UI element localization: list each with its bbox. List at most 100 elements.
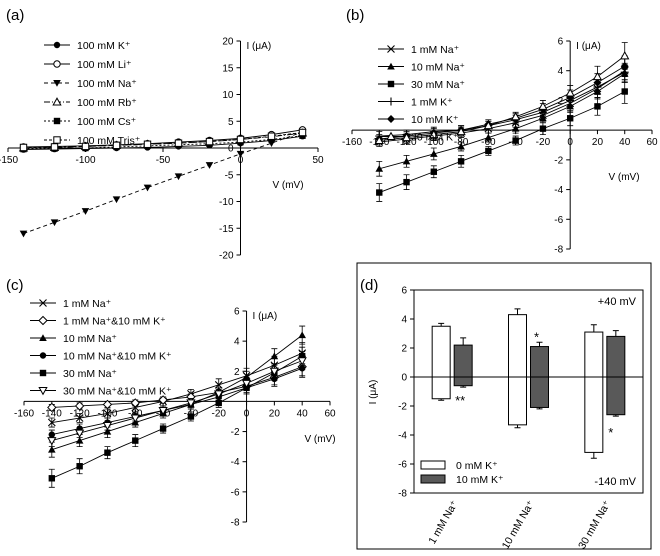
- data-point: [112, 196, 121, 204]
- x-axis-title: V (mV): [608, 172, 639, 183]
- y-tick-label: 6: [234, 307, 240, 318]
- data-point: [565, 88, 575, 97]
- legend-marker: [387, 115, 395, 123]
- data-point: [50, 219, 59, 227]
- data-point: [401, 132, 412, 142]
- x-tick-label: 50: [312, 155, 324, 166]
- data-point: [76, 463, 83, 470]
- series-line: [51, 366, 303, 408]
- error-bar: [514, 424, 521, 429]
- error-bar: [438, 322, 445, 327]
- error-bar: [536, 407, 543, 410]
- x-tick-label: 40: [619, 137, 631, 148]
- legend-entry: 100 mM Rb⁺: [44, 97, 137, 109]
- x-tick-label: -140: [42, 408, 62, 419]
- legend-marker: [387, 97, 395, 106]
- series-line: [51, 352, 303, 423]
- x-tick-label: 0: [567, 137, 573, 148]
- data-point: [592, 71, 603, 81]
- legend-label: 100 mM Li⁺: [77, 59, 132, 71]
- legend-label: 1 mM K⁺: [411, 97, 453, 109]
- legend-label: 10 mM Na⁺&10 mM K⁺: [63, 351, 172, 363]
- legend-marker: [38, 387, 48, 396]
- y-tick-label: -10: [219, 197, 234, 208]
- data-point: [104, 449, 111, 456]
- y-tick-label: -4: [231, 457, 240, 468]
- series-line: [51, 367, 303, 436]
- bar-positive: [606, 335, 626, 378]
- series-3: [376, 79, 628, 202]
- y-tick-label: -2: [398, 402, 407, 413]
- series-line: [23, 131, 303, 235]
- panel-b-iv-plot: -160-140-120-100-80-60-40-200204060-8-6-…: [342, 37, 658, 256]
- legend-label: 30 mM K⁺: [411, 132, 459, 144]
- y-tick-label: -6: [398, 460, 407, 471]
- error-bar: [438, 398, 445, 401]
- data-point: [74, 401, 85, 411]
- series-line: [51, 355, 303, 479]
- x-tick-label: 0: [244, 408, 250, 419]
- series-line: [379, 71, 625, 137]
- data-point: [75, 414, 84, 422]
- y-tick-label: -20: [219, 251, 234, 262]
- data-point: [621, 88, 628, 95]
- x-tick-label: -160: [14, 408, 34, 419]
- x-tick-label: 40: [297, 408, 309, 419]
- series-line: [23, 135, 303, 151]
- legend-marker: [387, 45, 395, 53]
- data-point: [143, 184, 152, 192]
- significance-mark: **: [455, 393, 465, 408]
- series-line: [379, 70, 625, 143]
- series-line: [51, 360, 303, 442]
- data-point: [241, 379, 252, 389]
- legend-label: 100 mM K⁺: [77, 40, 131, 52]
- y-tick-label: 2: [401, 344, 407, 355]
- legend-entry: 10 mM Na⁺: [378, 62, 465, 74]
- legend-entry: 1 mM K⁺: [378, 97, 453, 109]
- category-label: 10 mM Na⁺: [500, 498, 538, 551]
- x-tick-label: 60: [646, 137, 658, 148]
- panel-d-border: [356, 262, 652, 550]
- category-label: 1 mM Na⁺: [426, 498, 461, 546]
- x-tick-label: 20: [269, 408, 281, 419]
- series-line: [379, 91, 625, 193]
- category-label: 30 mM Na⁺: [576, 498, 614, 551]
- y-tick-label: -8: [398, 489, 407, 500]
- bar-negative: [530, 376, 549, 408]
- data-point: [47, 418, 56, 427]
- data-point: [620, 51, 630, 60]
- legend-label: 0 mM K⁺: [456, 460, 498, 472]
- legend-label: 10 mM Na⁺: [411, 62, 465, 74]
- y-tick-label: -15: [219, 224, 234, 235]
- y-tick-label: -8: [231, 518, 240, 529]
- series-6: [47, 351, 307, 448]
- data-point: [457, 158, 465, 165]
- legend-label: 1 mM Na⁺&10 mM K⁺: [63, 316, 166, 328]
- x-tick-label: -160: [342, 137, 362, 148]
- legend-label: 1 mM Na⁺: [411, 44, 460, 56]
- y-tick-label: 4: [401, 315, 407, 326]
- x-tick-label: 20: [592, 137, 604, 148]
- x-tick-label: -100: [424, 137, 444, 148]
- x-axis-title: V (mV): [272, 180, 303, 191]
- data-point: [594, 103, 601, 110]
- panel-label-a: (a): [6, 7, 24, 24]
- legend-marker: [39, 334, 47, 341]
- data-point: [205, 162, 214, 169]
- legend-entry: 100 mM K⁺: [44, 40, 131, 52]
- significance-mark: *: [608, 425, 613, 440]
- error-bar: [590, 452, 597, 459]
- legend-marker: [52, 97, 62, 106]
- data-point: [456, 126, 466, 136]
- error-bar: [590, 324, 597, 333]
- data-point: [130, 398, 140, 408]
- data-point: [236, 150, 245, 158]
- legend-label: 10 mM Na⁺: [63, 333, 117, 345]
- data-point: [485, 147, 492, 155]
- series-line: [51, 334, 303, 451]
- y-tick-label: 4: [234, 337, 240, 348]
- legend-entry: 10 mM Na⁺&10 mM K⁺: [30, 351, 172, 363]
- legend-entry: 30 mM Na⁺: [378, 79, 465, 91]
- data-point: [102, 422, 113, 431]
- y-tick-label: 0: [401, 373, 407, 384]
